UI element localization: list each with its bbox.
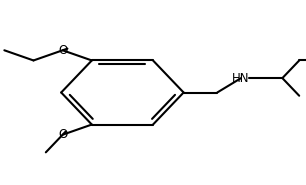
Text: HN: HN (232, 72, 250, 85)
Text: O: O (58, 44, 67, 57)
Text: O: O (58, 128, 67, 141)
